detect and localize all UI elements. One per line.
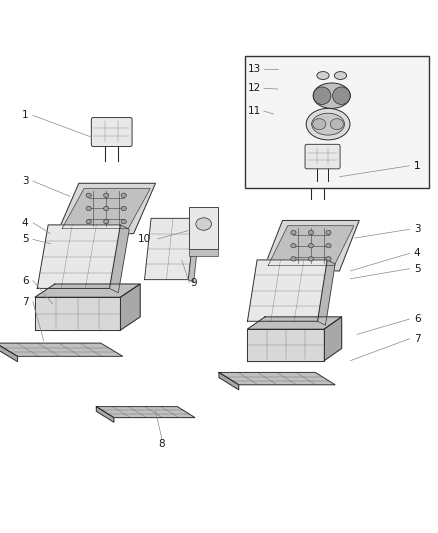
- Ellipse shape: [103, 206, 109, 211]
- Bar: [245, 56, 429, 188]
- Polygon shape: [145, 219, 195, 280]
- Polygon shape: [62, 189, 150, 229]
- Ellipse shape: [313, 83, 350, 108]
- Ellipse shape: [334, 71, 346, 79]
- Text: 5: 5: [414, 264, 420, 273]
- Text: 9: 9: [191, 278, 197, 288]
- Ellipse shape: [86, 206, 91, 211]
- Ellipse shape: [121, 220, 126, 224]
- Ellipse shape: [313, 87, 331, 104]
- Polygon shape: [120, 284, 140, 330]
- Bar: [189, 207, 218, 249]
- FancyBboxPatch shape: [91, 118, 132, 147]
- Polygon shape: [188, 219, 200, 282]
- Polygon shape: [37, 225, 120, 288]
- Ellipse shape: [330, 119, 343, 130]
- Text: 7: 7: [414, 334, 420, 344]
- Text: 12: 12: [247, 83, 261, 93]
- Polygon shape: [318, 260, 335, 325]
- Bar: [189, 249, 218, 255]
- Ellipse shape: [326, 257, 331, 261]
- Polygon shape: [110, 225, 129, 293]
- Ellipse shape: [196, 218, 212, 230]
- Ellipse shape: [317, 71, 329, 79]
- Ellipse shape: [308, 244, 314, 248]
- Ellipse shape: [291, 257, 296, 261]
- Polygon shape: [57, 183, 155, 233]
- Ellipse shape: [308, 257, 314, 261]
- Text: 3: 3: [22, 176, 28, 186]
- Ellipse shape: [121, 206, 126, 211]
- Text: 5: 5: [22, 235, 28, 244]
- Ellipse shape: [312, 113, 345, 135]
- Polygon shape: [35, 297, 120, 330]
- Text: 6: 6: [414, 314, 420, 324]
- Ellipse shape: [326, 244, 331, 248]
- Text: 7: 7: [22, 296, 28, 306]
- Text: 3: 3: [414, 224, 420, 235]
- Text: 13: 13: [247, 64, 261, 75]
- FancyBboxPatch shape: [298, 157, 337, 184]
- Polygon shape: [96, 407, 195, 418]
- Ellipse shape: [306, 108, 350, 140]
- Polygon shape: [96, 407, 114, 422]
- Ellipse shape: [103, 220, 109, 224]
- Polygon shape: [35, 284, 140, 297]
- Ellipse shape: [291, 230, 296, 235]
- Polygon shape: [247, 260, 327, 321]
- Text: 10: 10: [138, 234, 151, 244]
- Polygon shape: [219, 373, 335, 385]
- Polygon shape: [247, 317, 342, 329]
- Text: 4: 4: [22, 217, 28, 228]
- Ellipse shape: [121, 193, 126, 198]
- Polygon shape: [0, 343, 123, 356]
- FancyBboxPatch shape: [305, 144, 340, 169]
- Text: 8: 8: [159, 439, 166, 449]
- Polygon shape: [263, 221, 359, 271]
- Polygon shape: [268, 226, 354, 265]
- Ellipse shape: [332, 87, 350, 104]
- Text: 1: 1: [414, 161, 420, 171]
- Ellipse shape: [326, 230, 331, 235]
- Polygon shape: [324, 317, 342, 361]
- Text: 1: 1: [22, 110, 28, 120]
- Ellipse shape: [103, 193, 109, 198]
- Polygon shape: [247, 329, 324, 361]
- Text: 1: 1: [414, 161, 420, 171]
- Polygon shape: [219, 373, 239, 390]
- Ellipse shape: [308, 230, 314, 235]
- Text: 11: 11: [247, 106, 261, 116]
- Polygon shape: [0, 343, 18, 361]
- Text: 4: 4: [414, 248, 420, 259]
- Ellipse shape: [291, 244, 296, 248]
- Ellipse shape: [313, 119, 326, 130]
- Text: 6: 6: [22, 276, 28, 286]
- Ellipse shape: [86, 193, 91, 198]
- Ellipse shape: [86, 220, 91, 224]
